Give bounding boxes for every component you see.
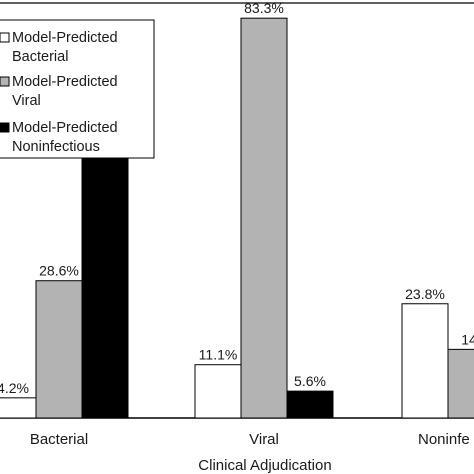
x-tick-label: Viral [249, 431, 279, 448]
legend-swatch [0, 122, 10, 133]
data-label: 83.3% [244, 0, 284, 16]
legend-label: Noninfectious [12, 139, 100, 155]
bar-0-1 [35, 280, 83, 419]
legend-swatch [0, 32, 10, 43]
legend-box [0, 19, 155, 159]
legend-label: Viral [12, 93, 41, 109]
x-tick-label: Noninfe [418, 431, 470, 448]
bar-1-0 [194, 364, 242, 419]
legend: Model-Predicted Bacterial Model-Predicted V… [0, 19, 155, 159]
data-label: 4.2% [0, 380, 29, 396]
data-label: 11.1% [199, 347, 238, 363]
bar-0-2 [81, 143, 129, 419]
bar-2-0 [401, 303, 449, 419]
data-label: 28.6% [39, 263, 79, 279]
bars [0, 17, 474, 419]
x-axis-ticks: Bacterial Viral Noninfe [30, 431, 470, 448]
legend-label: Model-Predicted [12, 30, 118, 46]
data-label: 23.8% [405, 286, 445, 302]
bar-1-1 [240, 17, 288, 419]
x-axis-title: Clinical Adjudication [198, 457, 331, 474]
bar-2-1 [447, 348, 474, 419]
bar-0-0 [0, 397, 37, 419]
data-label: 14. [461, 331, 474, 347]
legend-label: Model-Predicted [12, 74, 118, 90]
bar-1-2 [286, 390, 334, 419]
legend-label: Model-Predicted [12, 120, 118, 136]
data-label: 5.6% [294, 373, 326, 389]
legend-swatch [0, 76, 10, 87]
x-tick-label: Bacterial [30, 431, 88, 448]
legend-label: Bacterial [12, 49, 68, 65]
